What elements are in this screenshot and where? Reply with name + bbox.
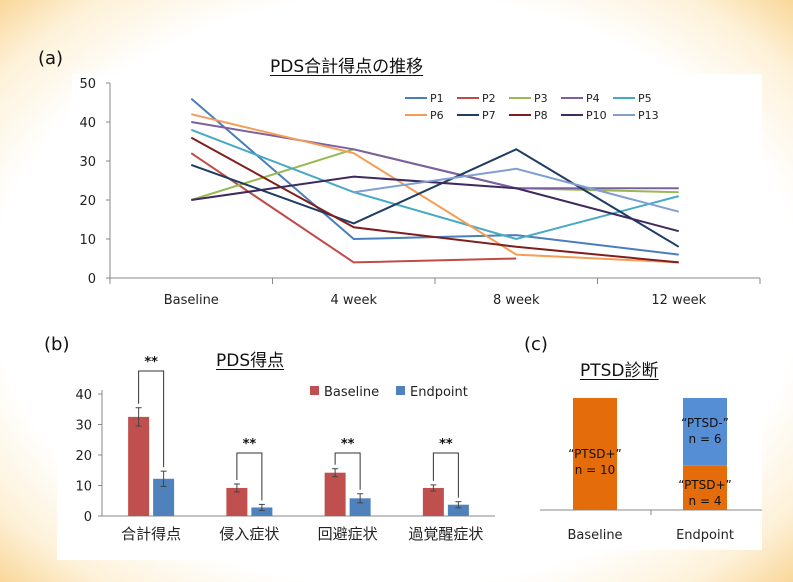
stacked-bar-ptsd-negative (683, 398, 727, 466)
y-tick-label: 50 (79, 77, 96, 92)
legend-label-p2: P2 (482, 92, 496, 105)
significance-label: ** (243, 437, 257, 452)
series-line-p5 (190, 128, 680, 241)
legend-label-endpoint: Endpoint (410, 385, 468, 400)
x-tick-label: 回避症状 (318, 525, 378, 543)
x-tick-label: 合計得点 (121, 525, 181, 543)
bar-endpoint (251, 507, 273, 516)
y-tick-label: 20 (79, 194, 96, 209)
bar-baseline (128, 416, 150, 516)
segment-label: “PTSD+” (568, 447, 622, 461)
segment-label: n = 6 (689, 432, 722, 446)
bar-chart-title: PDS得点 (216, 351, 285, 371)
x-tick-label: 侵入症状 (219, 525, 279, 543)
bar-endpoint (349, 498, 371, 516)
panel-a-label: (a) (38, 48, 64, 69)
legend-label-p3: P3 (534, 92, 548, 105)
legend-label-p6: P6 (430, 109, 444, 122)
series-line-p7 (190, 148, 680, 248)
series-line-p10 (191, 175, 680, 233)
legend-swatch-baseline (310, 386, 319, 395)
bar-chart-legend: Baseline Endpoint (310, 385, 468, 400)
panel-b-label: (b) (44, 334, 70, 355)
y-tick-label: 10 (79, 233, 96, 248)
segment-label: n = 4 (689, 494, 722, 508)
x-tick-label: 4 week (330, 293, 377, 308)
legend-label-baseline: Baseline (324, 385, 379, 400)
legend-label-p7: P7 (482, 109, 496, 122)
significance-bracket (432, 452, 459, 498)
x-tick-label: Baseline (567, 528, 622, 543)
line-chart-legend: P1 P2 P3 P4 P5 P6 P7 P8 P10 P13 (405, 92, 659, 122)
bar-endpoint (153, 478, 175, 516)
line-chart-title: PDS合計得点の推移 (270, 57, 424, 77)
legend-label-p1: P1 (430, 92, 444, 105)
significance-label: ** (341, 437, 355, 452)
series-line-p2 (190, 152, 517, 264)
significance-label: ** (144, 356, 158, 370)
series-line-p8 (190, 136, 679, 264)
x-tick-label: 12 week (651, 293, 706, 308)
legend-label-p5: P5 (638, 92, 652, 105)
bar-endpoint (447, 504, 469, 516)
y-tick-label: 0 (84, 510, 92, 525)
series-line-p6 (191, 113, 679, 264)
stacked-bar-ptsd-positive (683, 465, 727, 510)
panel-c-label: (c) (524, 334, 548, 355)
y-tick-label: 30 (79, 155, 96, 170)
y-tick-label: 30 (75, 419, 92, 434)
segment-label: “PTSD-” (681, 416, 729, 430)
segment-label: n = 10 (575, 463, 616, 477)
legend-label-p10: P10 (586, 109, 607, 122)
x-tick-label: 過覚醒症状 (408, 525, 483, 543)
bar-baseline (226, 487, 248, 516)
significance-bracket (236, 452, 263, 501)
y-tick-label: 20 (75, 449, 92, 464)
x-tick-label: Baseline (164, 293, 219, 308)
bar-baseline (422, 487, 444, 516)
series-line-p4 (191, 121, 679, 190)
segment-label: “PTSD+” (678, 478, 732, 492)
legend-label-p8: P8 (534, 109, 548, 122)
y-tick-label: 10 (75, 480, 92, 495)
ptsd-chart: Baseline Endpoint “PTSD+” n = 10 “PTSD+” n = … (540, 398, 762, 543)
y-tick-label: 0 (88, 272, 96, 287)
y-tick-label: 40 (75, 388, 92, 403)
x-tick-label: 8 week (493, 293, 540, 308)
y-tick-label: 40 (79, 116, 96, 131)
legend-label-p13: P13 (638, 109, 659, 122)
stacked-bar-ptsd-positive (573, 398, 617, 510)
bar-baseline (324, 472, 346, 516)
legend-swatch-endpoint (396, 386, 405, 395)
significance-label: ** (439, 437, 453, 452)
ptsd-chart-title: PTSD診断 (580, 361, 659, 381)
legend-label-p4: P4 (586, 92, 600, 105)
line-chart: 0 10 20 30 40 50 Baseline 4 week 8 week 12 week P1… (79, 77, 761, 308)
bar-chart: 0 10 20 30 40 ** 合計得点 ** 侵入症状 ** 回避症状 ** 過覚醒症状 Baseli… (75, 356, 495, 543)
significance-bracket (138, 370, 165, 468)
x-tick-label: Endpoint (676, 528, 734, 543)
significance-bracket (334, 452, 361, 490)
series-line-p13 (353, 167, 680, 213)
